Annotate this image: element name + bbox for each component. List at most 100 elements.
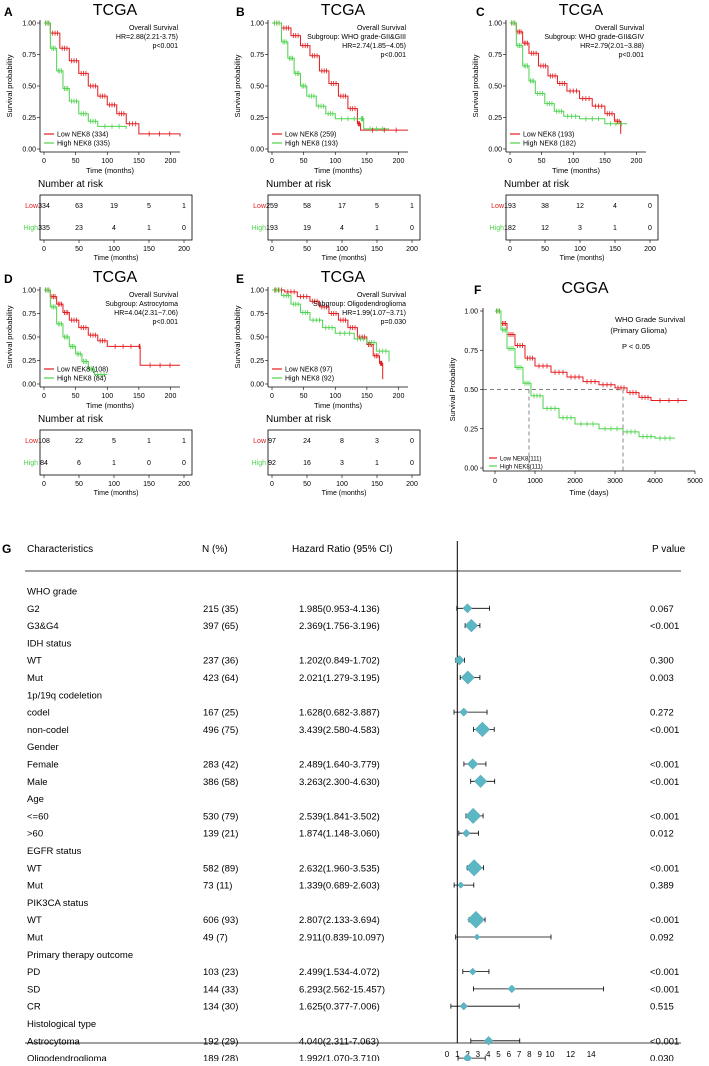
- row-p-value: <0.001: [650, 984, 679, 995]
- annotation-line: p<0.001: [153, 319, 179, 326]
- row-p-value: 0.300: [650, 656, 674, 667]
- panel-title: TCGA: [321, 2, 366, 19]
- row-label: Age: [27, 794, 44, 805]
- forest-group-header: PIK3CA status: [27, 898, 89, 909]
- risk-table-box: [267, 194, 421, 241]
- forest-group-header: Age: [27, 794, 44, 805]
- risk-value-low: 58: [303, 203, 311, 210]
- risk-value-high: 1: [375, 225, 379, 232]
- km-curve-high: [272, 22, 390, 130]
- risk-label-low: Low: [253, 438, 267, 445]
- forest-row: Mut 49 (7) 2.911(0.839-10.097) 0.092: [27, 933, 674, 944]
- risk-value-low: 5: [112, 438, 116, 445]
- x-tick-label: 200: [393, 393, 405, 400]
- forest-row: PD 103 (23) 2.499(1.534-4.072) <0.001: [27, 967, 679, 978]
- x-axis-label: Time (days): [569, 488, 609, 497]
- hr-diamond: [457, 881, 465, 889]
- x-tick-label: 100: [101, 158, 113, 165]
- annotation-line: HR=2.88(2.21-3.75): [116, 34, 178, 41]
- row-n: 397 (65): [203, 621, 238, 632]
- y-axis-label: Survival probability: [233, 54, 242, 117]
- hr-diamond: [464, 618, 479, 633]
- forest-row: WT 237 (36) 1.202(0.849-1.702) 0.300: [27, 655, 674, 667]
- row-hr-text: 2.499(1.534-4.072): [299, 967, 380, 978]
- row-p-value: 0.389: [650, 881, 674, 892]
- row-hr-text: 6.293(2.562-15.457): [299, 984, 385, 995]
- forest-row: SD 144 (33) 6.293(2.562-15.457) <0.001: [27, 984, 679, 995]
- risk-value-high: 182: [504, 225, 516, 232]
- y-axis-label: Survival probability: [5, 54, 14, 117]
- risk-label-high: High: [490, 225, 505, 232]
- hr-diamond: [459, 1002, 468, 1011]
- km-curve-low: [44, 289, 180, 366]
- row-n: 103 (23): [203, 967, 238, 978]
- x-tick-label: 3000: [607, 478, 623, 485]
- annotation-line: HR=1.99(1.07~3.71): [342, 310, 406, 317]
- annotation-line: Overall Survival: [129, 292, 178, 299]
- panel-letter: A: [4, 5, 13, 19]
- risk-value-high: 1: [147, 225, 151, 232]
- row-hr-text: 1.625(0.377-7.006): [299, 1002, 380, 1013]
- forest-group-header: IDH status: [27, 638, 72, 649]
- risk-label-high: High: [24, 225, 39, 232]
- y-tick-label: 0.25: [250, 358, 264, 365]
- risk-value-high: 0: [410, 225, 414, 232]
- y-tick-label: 0.50: [464, 387, 478, 394]
- hr-diamond: [462, 829, 471, 838]
- y-axis-label: Survival Probability: [448, 357, 457, 421]
- risk-value-high: 16: [303, 460, 311, 467]
- x-tick-label: 200: [165, 393, 177, 400]
- risk-value-high: 1: [112, 460, 116, 467]
- risk-value-low: 17: [338, 203, 346, 210]
- risk-table-title: Number at risk: [38, 414, 104, 425]
- y-tick-label: 0.25: [22, 115, 36, 122]
- header-p: P value: [652, 544, 686, 555]
- y-tick-label: 1.00: [250, 288, 264, 295]
- risk-value-low: 334: [38, 203, 50, 210]
- risk-tick-label: 0: [508, 246, 512, 253]
- risk-value-low: 19: [110, 203, 118, 210]
- risk-value-high: 23: [75, 225, 83, 232]
- y-tick-label: 0.75: [22, 311, 36, 318]
- forest-tick-label: 4: [486, 1050, 491, 1059]
- risk-value-low: 193: [504, 203, 516, 210]
- x-tick-label: 200: [165, 158, 177, 165]
- risk-tick-label: 100: [108, 246, 120, 253]
- y-axis-label: Survival probability: [471, 54, 480, 117]
- risk-tick-label: 200: [644, 246, 656, 253]
- annotation-line: HR=2.74(1.85~4.05): [342, 43, 406, 50]
- row-label: IDH status: [27, 638, 72, 649]
- header-characteristics: Characteristics: [27, 544, 93, 555]
- y-tick-label: 1.00: [488, 21, 502, 28]
- y-tick-label: 0.00: [250, 382, 264, 389]
- forest-group-header: EGFR status: [27, 846, 82, 857]
- legend-label-low: Low NEK8 (259): [285, 132, 336, 139]
- hr-diamond: [483, 1036, 494, 1046]
- panel-title: TCGA: [93, 269, 138, 286]
- x-tick-label: 0: [42, 393, 46, 400]
- risk-tick-label: 150: [371, 481, 383, 488]
- risk-label-low: Low: [491, 203, 505, 210]
- risk-label-high: High: [24, 460, 39, 467]
- forest-row: codel 167 (25) 1.628(0.682-3.887) 0.272: [27, 708, 674, 719]
- row-n: 386 (58): [203, 777, 238, 788]
- forest-row: non-codel 496 (75) 3.439(2.580-4.583) <0.00…: [27, 721, 679, 738]
- annotation-line: Subgroup: WHO grade-GII&GIII: [307, 34, 406, 41]
- row-p-value: <0.001: [650, 621, 679, 632]
- risk-tick-label: 200: [178, 246, 190, 253]
- risk-table-title: Number at risk: [38, 179, 104, 190]
- forest-row: WT 582 (89) 2.632(1.960-3.535) <0.001: [27, 859, 679, 877]
- forest-group-header: Histological type: [27, 1019, 96, 1030]
- risk-tick-label: 0: [270, 481, 274, 488]
- forest-tick-label: 3: [476, 1050, 481, 1059]
- row-label: Mut: [27, 881, 43, 892]
- row-p-value: 0.012: [650, 829, 674, 840]
- row-hr-text: 4.040(2.311-7.063): [299, 1036, 379, 1047]
- y-tick-label: 0.75: [488, 52, 502, 59]
- risk-label-high: High: [252, 225, 267, 232]
- forest-row: Mut 73 (11) 1.339(0.689-2.603) 0.389: [27, 881, 674, 892]
